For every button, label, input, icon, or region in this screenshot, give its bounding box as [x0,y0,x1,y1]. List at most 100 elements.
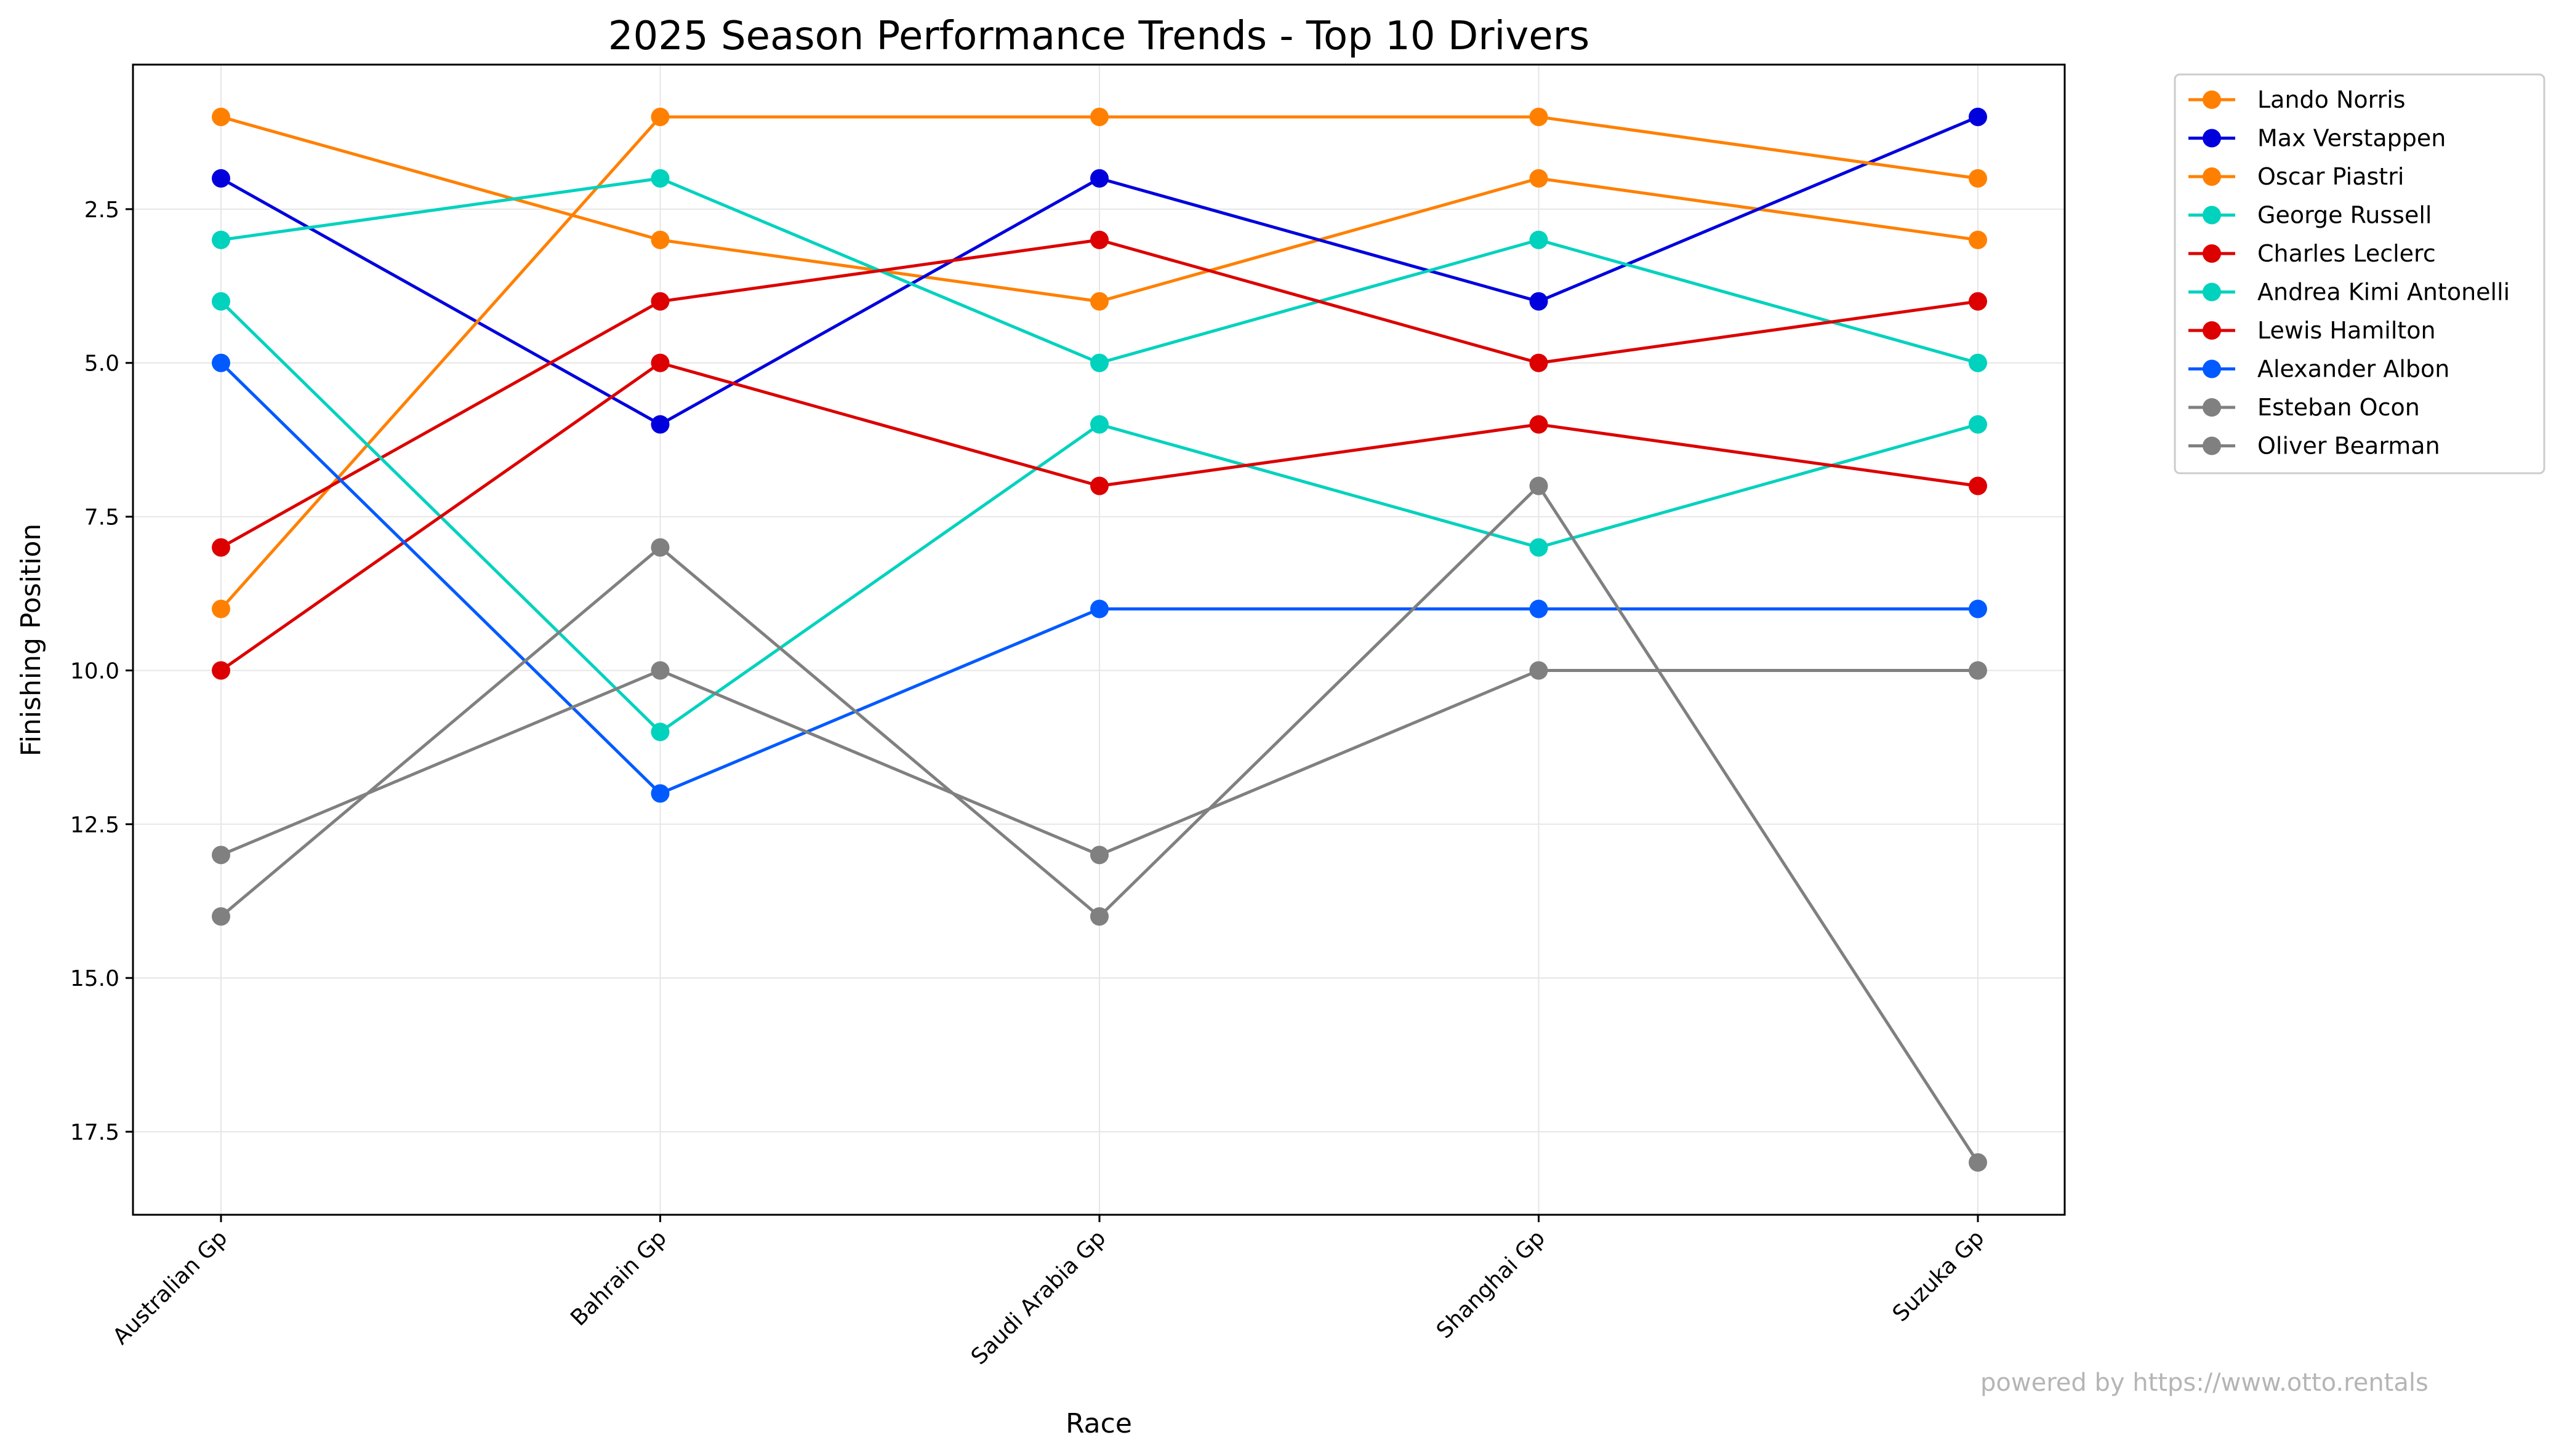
grid [133,65,2065,1215]
data-point [651,169,670,188]
data-point [1529,353,1548,372]
x-tick-label: Bahrain Gp [566,1225,671,1330]
data-point [1090,476,1109,495]
legend-label: Alexander Albon [2257,356,2449,383]
data-point [1090,353,1109,372]
series-lines [212,107,1987,1172]
legend-swatch-marker [2203,206,2221,225]
data-point [1529,538,1548,557]
data-point [651,415,670,434]
data-point [651,107,670,126]
legend-swatch-marker [2203,359,2221,378]
data-point [1969,107,1987,126]
data-point [1090,599,1109,618]
data-point [1969,230,1987,249]
x-axis-label: Race [1066,1408,1132,1439]
data-point [1529,169,1548,188]
x-tick-label: Suzuka Gp [1888,1225,1990,1327]
data-point [1969,661,1987,680]
data-point [651,538,670,557]
y-tick-label: 12.5 [70,812,119,838]
x-tick-label: Shanghai Gp [1432,1225,1550,1343]
series-5 [212,292,1987,742]
legend-frame [2174,73,2545,474]
data-point [1969,169,1987,188]
data-point [651,292,670,311]
legend-swatch-marker [2203,129,2221,148]
data-point [651,661,670,680]
data-point [212,538,230,557]
legend-label: Lewis Hamilton [2257,317,2436,344]
legend-swatch-marker [2203,90,2221,109]
legend-label: Charles Leclerc [2257,240,2436,267]
data-point [1969,1153,1987,1172]
data-point [212,846,230,865]
data-point [1529,476,1548,495]
legend-label: George Russell [2257,202,2432,229]
data-point [212,230,230,249]
y-tick-label: 15.0 [70,966,119,991]
data-point [212,169,230,188]
y-tick-label: 5.0 [84,351,119,377]
data-point [212,292,230,311]
data-point [1529,661,1548,680]
legend-swatch-marker [2203,244,2221,263]
data-point [212,107,230,126]
data-point [1969,476,1987,495]
legend-label: Andrea Kimi Antonelli [2257,279,2510,306]
x-tick-label: Australian Gp [108,1225,233,1350]
data-point [212,907,230,926]
data-point [1529,415,1548,434]
axes: 2.5 5.0 7.5 10.0 12.5 15.0 17.5 Australian Gp Ba… [70,198,1990,1370]
y-axis-label: Finishing Position [15,524,47,757]
data-point [1969,599,1987,618]
data-point [651,722,670,742]
legend-swatch-marker [2203,167,2221,186]
data-point [212,661,230,680]
legend-swatch-marker [2203,436,2221,455]
series-7 [212,353,1987,803]
data-point [1969,353,1987,372]
legend: Lando Norris Max Verstappen Oscar Piastri G… [2174,73,2545,474]
y-tick-label: 2.5 [84,198,119,223]
series-9 [212,476,1987,1172]
data-point [1529,107,1548,126]
series-4 [212,230,1987,557]
y-tick-label: 17.5 [70,1120,119,1145]
series-1 [212,107,1987,434]
legend-label: Oliver Bearman [2257,433,2440,460]
data-point [1529,230,1548,249]
legend-swatch-marker [2203,321,2221,340]
legend-label: Lando Norris [2257,86,2406,113]
legend-label: Esteban Ocon [2257,394,2420,421]
legend-swatch-marker [2203,398,2221,417]
data-point [1529,292,1548,311]
data-point [212,353,230,372]
data-point [1529,599,1548,618]
watermark: powered by https://www.otto.rentals [1980,1369,2428,1397]
y-tick-label: 10.0 [70,658,119,684]
data-point [1090,169,1109,188]
data-point [1090,907,1109,926]
chart-title: 2025 Season Performance Trends - Top 10 … [608,14,1589,59]
legend-swatch-marker [2203,282,2221,302]
data-point [1969,415,1987,434]
data-point [651,230,670,249]
data-point [1090,230,1109,249]
data-point [651,784,670,803]
data-point [1090,107,1109,126]
series-8 [212,661,1987,865]
data-point [1090,415,1109,434]
data-point [1969,292,1987,311]
data-point [651,353,670,372]
y-tick-label: 7.5 [84,505,119,530]
data-point [1090,846,1109,865]
data-point [212,599,230,618]
data-point [1090,292,1109,311]
series-6 [212,353,1987,680]
legend-label: Max Verstappen [2257,125,2446,152]
legend-label: Oscar Piastri [2257,163,2404,190]
series-2 [212,107,1987,618]
x-tick-label: Saudi Arabia Gp [966,1225,1111,1369]
